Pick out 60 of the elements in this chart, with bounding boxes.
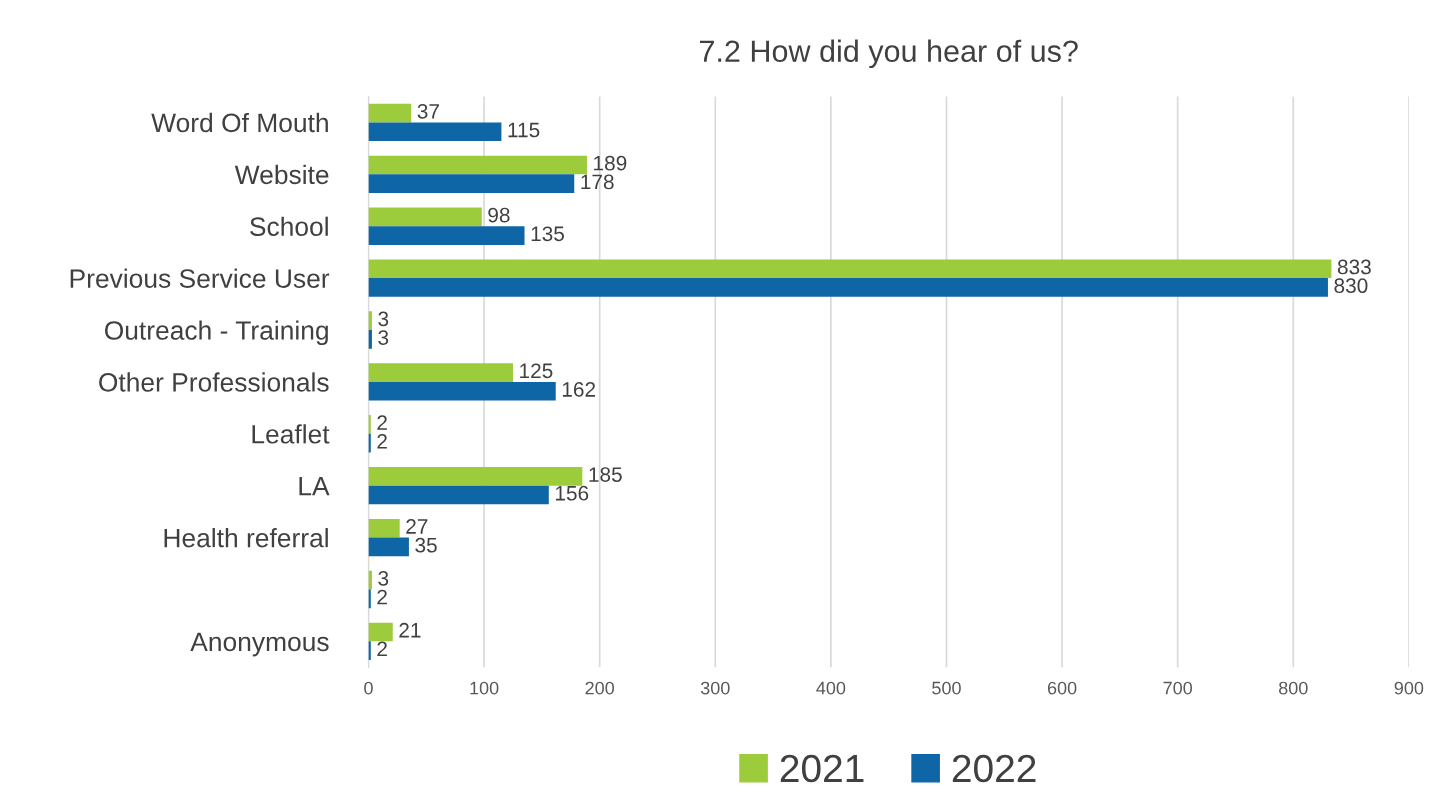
data-label: 3 bbox=[378, 570, 389, 586]
data-label: 189 bbox=[594, 155, 627, 171]
data-label: 833 bbox=[1337, 259, 1371, 275]
x-tick-label: 0 bbox=[364, 681, 373, 695]
bar bbox=[368, 485, 549, 505]
bar bbox=[368, 467, 583, 486]
chart-title: 7.2 How did you hear of us? bbox=[700, 39, 1078, 69]
x-tick-label: 900 bbox=[1394, 681, 1424, 695]
y-tick-label: Previous Service User bbox=[70, 268, 330, 288]
data-label: 178 bbox=[581, 174, 614, 190]
x-tick-label: 600 bbox=[1047, 681, 1077, 695]
y-tick-label: LA bbox=[299, 477, 330, 496]
data-label: 2 bbox=[377, 641, 387, 657]
bar bbox=[368, 226, 525, 245]
y-tick-label: Anonymous bbox=[190, 632, 329, 657]
bar bbox=[368, 155, 587, 175]
bar bbox=[368, 537, 409, 557]
bar bbox=[368, 259, 1332, 279]
x-tick-label: 300 bbox=[700, 681, 730, 695]
data-label: 2 bbox=[377, 589, 387, 605]
data-label: 162 bbox=[562, 382, 596, 397]
bar bbox=[368, 518, 400, 538]
data-label: 2 bbox=[377, 415, 387, 430]
bar bbox=[368, 363, 513, 382]
x-tick-label: 100 bbox=[470, 681, 499, 695]
data-label: 21 bbox=[399, 622, 421, 638]
data-label: 135 bbox=[531, 226, 564, 242]
data-label: 27 bbox=[406, 519, 428, 534]
data-label: 37 bbox=[417, 103, 439, 119]
data-label: 3 bbox=[378, 311, 389, 327]
y-tick-label: Health referral bbox=[164, 528, 328, 548]
y-tick-label: School bbox=[250, 216, 328, 237]
y-tick-label: Other Professionals bbox=[99, 372, 329, 392]
legend-label: 2022 bbox=[952, 754, 1036, 783]
bar bbox=[368, 278, 1328, 297]
data-label: 3 bbox=[378, 330, 389, 345]
y-tick-label: Outreach - Training bbox=[104, 320, 328, 346]
x-tick-label: 800 bbox=[1279, 681, 1308, 695]
bar bbox=[368, 622, 393, 642]
bar bbox=[368, 122, 502, 142]
y-tick-label: Word Of Mouth bbox=[151, 112, 328, 133]
x-tick-label: 700 bbox=[1163, 681, 1193, 695]
data-label: 830 bbox=[1334, 278, 1368, 294]
bar bbox=[368, 103, 412, 123]
data-label: 185 bbox=[589, 467, 622, 482]
bar bbox=[368, 207, 482, 227]
x-tick-label: 500 bbox=[932, 681, 961, 695]
data-label: 35 bbox=[415, 537, 437, 553]
legend-label: 2021 bbox=[780, 754, 864, 783]
x-tick-label: 400 bbox=[816, 681, 846, 695]
data-label: 125 bbox=[520, 363, 553, 379]
data-label: 2 bbox=[377, 433, 387, 449]
data-label: 98 bbox=[488, 207, 510, 223]
data-label: 115 bbox=[508, 122, 540, 138]
x-tick-label: 200 bbox=[585, 681, 615, 695]
bar bbox=[368, 381, 556, 401]
y-tick-label: Website bbox=[234, 164, 329, 185]
data-label: 156 bbox=[555, 485, 589, 501]
y-tick-label: Leaflet bbox=[252, 424, 330, 444]
bar bbox=[368, 174, 575, 193]
